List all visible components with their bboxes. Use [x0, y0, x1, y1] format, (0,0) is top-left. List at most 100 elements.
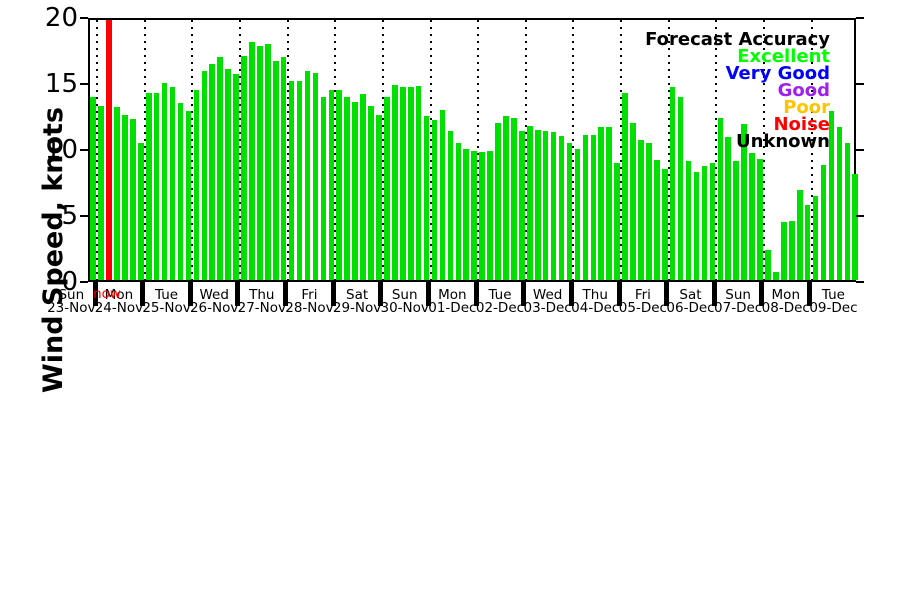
wind-speed-bar	[392, 84, 398, 280]
wind-speed-bar	[193, 89, 200, 280]
day-weekday-label: Wed	[199, 287, 229, 303]
wind-speed-bar	[781, 221, 787, 280]
wind-speed-bar	[550, 132, 557, 280]
wind-speed-bar	[852, 174, 859, 280]
wind-speed-bar	[614, 162, 620, 280]
day-date-label: 06-Dec	[666, 300, 715, 316]
day-boundary-gridline	[524, 20, 527, 280]
wind-speed-bar	[336, 89, 343, 280]
wind-speed-bar	[630, 122, 636, 280]
day-boundary-gridline	[620, 20, 623, 280]
wind-speed-bar	[320, 96, 327, 280]
wind-speed-bar	[161, 83, 168, 280]
wind-speed-bar	[519, 130, 525, 280]
y-tick-label: 15	[44, 69, 78, 99]
y-tick-label: 10	[44, 135, 78, 165]
wind-speed-bar	[503, 116, 509, 280]
day-boundary-tick	[330, 280, 336, 306]
forecast-accuracy-legend: Forecast Accuracy Excellent Very Good Good…	[645, 29, 830, 152]
wind-speed-bar	[447, 130, 454, 280]
wind-speed-bar	[328, 89, 335, 280]
wind-speed-bar	[725, 137, 732, 280]
wind-speed-bar	[598, 126, 605, 280]
y-tick-mark-right	[856, 17, 864, 19]
day-weekday-label: Sun	[391, 287, 418, 303]
day-date-label: 03-Dec	[523, 300, 572, 316]
wind-speed-bar	[114, 107, 120, 280]
day-date-label: 08-Dec	[761, 300, 810, 316]
wind-speed-bar	[415, 85, 422, 280]
wind-speed-bar	[558, 136, 565, 280]
day-date-label: 30-Nov	[380, 300, 429, 316]
wind-speed-bar	[177, 103, 184, 280]
day-weekday-label: Tue	[821, 287, 845, 303]
wind-speed-bar	[225, 68, 231, 280]
wind-speed-bar	[741, 124, 747, 280]
day-boundary-tick	[92, 280, 98, 306]
wind-speed-bar	[685, 161, 692, 280]
day-boundary-gridline	[96, 20, 99, 280]
day-boundary-gridline	[477, 20, 480, 280]
plot-area	[88, 18, 859, 282]
day-weekday-label: Thu	[249, 287, 275, 303]
day-boundary-tick	[568, 280, 574, 306]
wind-speed-bar	[487, 150, 493, 280]
now-label: now	[93, 286, 121, 302]
day-date-label: 24-Nov	[94, 300, 144, 316]
wind-speed-bar	[344, 96, 350, 280]
wind-speed-bar	[122, 115, 128, 280]
wind-speed-bar	[296, 80, 303, 280]
wind-speed-bar	[384, 96, 390, 280]
day-boundary-gridline	[334, 20, 337, 280]
day-boundary-tick	[711, 280, 717, 306]
wind-speed-bar	[796, 190, 803, 280]
wind-speed-bar	[137, 142, 144, 280]
wind-speed-bar	[352, 101, 358, 280]
wind-speed-bar	[654, 159, 660, 280]
wind-speed-bar	[701, 166, 708, 280]
day-boundary-gridline	[667, 20, 670, 280]
wind-speed-bar	[526, 125, 533, 280]
wind-speed-bar	[804, 204, 811, 280]
day-boundary-gridline	[572, 20, 575, 280]
day-weekday-label: Mon	[771, 287, 800, 303]
day-weekday-label: Fri	[634, 287, 651, 303]
legend-entry-noise: Noise	[773, 114, 830, 135]
wind-speed-bar	[368, 105, 374, 280]
day-date-label: 28-Nov	[285, 300, 334, 316]
wind-speed-bar	[669, 87, 676, 280]
legend-entry-unknown: Unknown	[735, 131, 830, 152]
y-tick-mark-left	[80, 215, 88, 217]
y-axis-label: Wind Speed, knots	[38, 106, 69, 394]
wind-speed-bar	[646, 142, 652, 280]
legend-entry-excellent: Excellent	[737, 46, 830, 67]
day-weekday-label: Wed	[532, 287, 563, 303]
wind-speed-bar	[257, 46, 263, 280]
day-weekday-label: Tue	[155, 287, 179, 303]
day-boundary-tick	[140, 280, 146, 306]
y-tick-mark-right	[856, 281, 864, 283]
wind-speed-bar	[638, 140, 644, 280]
wind-speed-bar	[709, 162, 716, 280]
day-boundary-tick	[664, 280, 670, 306]
day-date-label: 04-Dec	[571, 300, 620, 316]
day-boundary-tick	[187, 280, 193, 306]
wind-speed-bar	[376, 115, 382, 280]
day-boundary-gridline	[286, 20, 289, 280]
day-boundary-gridline	[715, 20, 718, 280]
day-boundary-tick	[378, 280, 384, 306]
day-weekday-label: Fri	[301, 287, 318, 303]
wind-speed-bar	[130, 118, 136, 280]
wind-speed-bar	[542, 130, 549, 280]
day-date-label: 07-Dec	[714, 300, 763, 316]
day-weekday-label: Sun	[725, 287, 751, 303]
wind-speed-bar	[423, 116, 430, 280]
wind-speed-bar	[495, 122, 501, 280]
day-weekday-label: Mon	[438, 287, 467, 303]
day-boundary-tick	[759, 280, 765, 306]
legend-title: Forecast Accuracy	[645, 29, 830, 50]
y-tick-mark-right	[856, 149, 864, 151]
y-tick-label: 20	[44, 3, 78, 33]
wind-speed-bar	[773, 272, 779, 280]
wind-speed-bar	[439, 109, 446, 280]
